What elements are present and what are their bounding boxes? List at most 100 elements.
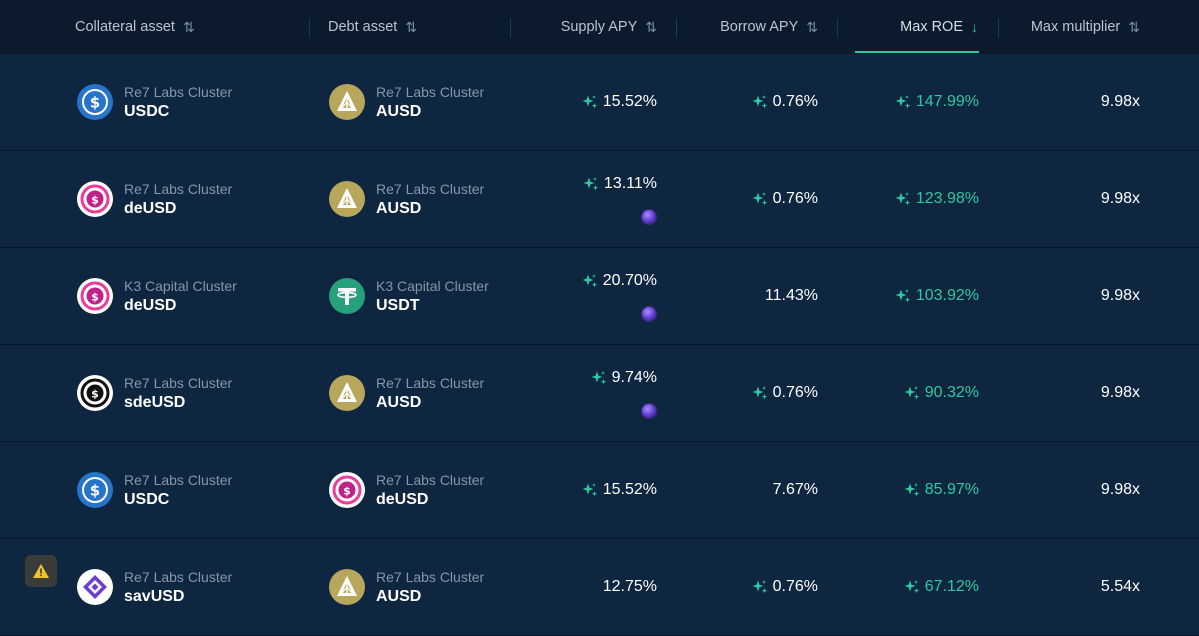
supply-apy[interactable]: 13.11% [583,173,657,195]
reward-token-icon[interactable] [641,209,657,225]
debt-symbol: AUSD [376,199,422,217]
sort-icon[interactable]: ⇅ [182,18,195,35]
collateral-symbol: sdeUSD [124,393,186,411]
collateral-cluster: Re7 Labs Cluster [124,180,233,197]
max-multiplier: 9.98x [1101,188,1140,210]
column-header-debt[interactable]: Debt asset ⇅ [328,0,417,54]
sparkle-icon [752,94,768,110]
sparkle-icon [582,273,598,289]
table-row[interactable]: $ Re7 Labs Cluster USDC Re7 Labs Cluster… [0,54,1199,151]
debt-cluster: Re7 Labs Cluster [376,568,485,585]
sparkle-icon [582,94,598,110]
column-header-supply-apy[interactable]: Supply APY ⇅ [520,0,657,54]
table-row[interactable]: $ Re7 Labs Cluster sdeUSD Re7 Labs Clust… [0,345,1199,442]
sort-icon[interactable]: ⇅ [1128,18,1140,35]
column-header-debt-label: Debt asset [328,19,398,35]
sort-desc-icon[interactable]: ↓ [971,19,978,35]
borrow-apy-value: 0.76% [772,578,818,595]
deusd-icon: $ [77,278,113,314]
supply-apy[interactable]: 15.52% [582,479,657,501]
table-row[interactable]: Re7 Labs Cluster savUSD Re7 Labs Cluster… [0,539,1199,636]
column-header-max-multiplier-label: Max multiplier [1030,19,1121,35]
borrow-apy[interactable]: 7.67% [773,479,818,501]
borrow-apy-value: 0.76% [772,93,818,110]
table-row[interactable]: $ K3 Capital Cluster deUSD K3 Capital Cl… [0,248,1199,345]
header-divider [998,18,999,38]
max-roe[interactable]: 123.98% [895,188,979,210]
max-multiplier-value: 9.98x [1100,384,1140,401]
debt-cluster: Re7 Labs Cluster [376,180,485,197]
borrow-apy-value: 0.76% [772,190,818,207]
collateral-asset[interactable]: $ Re7 Labs Cluster deUSD [77,179,232,219]
supply-apy[interactable]: 20.70% [582,270,657,292]
max-roe-value: 67.12% [924,578,979,595]
column-header-collateral-label: Collateral asset [75,19,175,35]
debt-asset[interactable]: $ Re7 Labs Cluster deUSD [329,470,484,510]
debt-asset[interactable]: Re7 Labs Cluster AUSD [329,373,484,413]
max-multiplier-value: 9.98x [1100,481,1140,498]
collateral-asset[interactable]: $ Re7 Labs Cluster USDC [77,470,232,510]
column-header-max-multiplier[interactable]: Max multiplier ⇅ [1000,0,1140,54]
sort-icon[interactable]: ⇅ [806,18,818,35]
borrow-apy[interactable]: 0.76% [752,91,818,113]
supply-apy[interactable]: 9.74% [591,367,657,389]
collateral-cluster: K3 Capital Cluster [124,277,237,294]
table-row[interactable]: $ Re7 Labs Cluster deUSD Re7 Labs Cluste… [0,151,1199,248]
header-divider [309,18,310,38]
max-multiplier: 5.54x [1101,576,1140,598]
max-roe[interactable]: 90.32% [904,382,979,404]
max-roe[interactable]: 67.12% [904,576,979,598]
collateral-asset[interactable]: $ Re7 Labs Cluster USDC [77,82,232,122]
supply-apy[interactable]: 12.75% [603,576,657,598]
collateral-cluster: Re7 Labs Cluster [124,568,233,585]
collateral-asset[interactable]: Re7 Labs Cluster savUSD [77,567,232,607]
usdc-icon: $ [77,84,113,120]
table-header: Collateral asset ⇅ Debt asset ⇅ Supply A… [0,0,1199,55]
max-roe[interactable]: 85.97% [904,479,979,501]
collateral-asset[interactable]: $ K3 Capital Cluster deUSD [77,276,237,316]
column-header-borrow-apy[interactable]: Borrow APY ⇅ [690,0,818,54]
table-row[interactable]: $ Re7 Labs Cluster USDC $ Re7 Labs Clust… [0,442,1199,539]
debt-asset[interactable]: Re7 Labs Cluster AUSD [329,567,484,607]
reward-token-icon[interactable] [641,306,657,322]
borrow-apy[interactable]: 0.76% [752,188,818,210]
max-roe-value: 123.98% [915,190,979,207]
max-multiplier: 9.98x [1101,479,1140,501]
collateral-asset[interactable]: $ Re7 Labs Cluster sdeUSD [77,373,232,413]
column-header-supply-apy-label: Supply APY [560,19,638,35]
supply-apy-value: 15.52% [602,93,657,110]
header-divider [676,18,677,38]
ausd-icon [329,181,365,217]
deusd-icon: $ [329,472,365,508]
sparkle-icon [895,288,911,304]
collateral-cluster: Re7 Labs Cluster [124,471,233,488]
max-roe-value: 103.92% [915,287,979,304]
max-roe[interactable]: 103.92% [895,285,979,307]
supply-apy-value: 20.70% [602,272,657,289]
debt-asset[interactable]: K3 Capital Cluster USDT [329,276,489,316]
sparkle-icon [752,191,768,207]
supply-apy[interactable]: 15.52% [582,91,657,113]
borrow-apy[interactable]: 0.76% [752,382,818,404]
sparkle-icon [895,191,911,207]
borrow-apy[interactable]: 0.76% [752,576,818,598]
svg-text:$: $ [90,94,100,112]
svg-text:$: $ [91,291,99,304]
debt-cluster: Re7 Labs Cluster [376,83,485,100]
column-header-collateral[interactable]: Collateral asset ⇅ [75,0,195,54]
sort-icon[interactable]: ⇅ [645,18,657,35]
debt-asset[interactable]: Re7 Labs Cluster AUSD [329,179,484,219]
sort-icon[interactable]: ⇅ [405,18,418,35]
sdeusd-icon: $ [77,375,113,411]
ausd-icon [329,375,365,411]
sparkle-icon [904,579,920,595]
reward-token-icon[interactable] [641,403,657,419]
collateral-symbol: savUSD [124,587,185,605]
warning-icon[interactable] [25,555,57,587]
debt-asset[interactable]: Re7 Labs Cluster AUSD [329,82,484,122]
max-roe[interactable]: 147.99% [895,91,979,113]
sparkle-icon [904,482,920,498]
column-header-max-roe[interactable]: Max ROE ↓ [860,0,978,54]
borrow-apy[interactable]: 11.43% [765,285,818,307]
collateral-symbol: USDC [124,102,170,120]
